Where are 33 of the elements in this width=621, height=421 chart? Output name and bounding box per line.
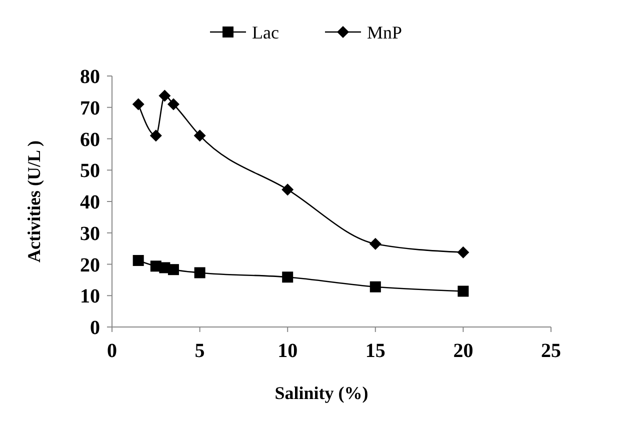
point [458, 286, 469, 297]
y-tick-label: 50 [80, 160, 100, 182]
point [158, 90, 171, 102]
point [282, 272, 294, 283]
point [132, 254, 144, 266]
point [457, 246, 470, 258]
point [194, 267, 206, 278]
point [167, 98, 180, 110]
y-tick-label: 60 [80, 128, 100, 151]
y-tick-label: 70 [80, 97, 100, 120]
x-tick-label: 15 [365, 340, 386, 362]
y-tick-label: 10 [80, 286, 100, 308]
x-tick-label: 0 [107, 340, 117, 362]
x-axis-title: Salinity (%) [274, 383, 368, 403]
point [132, 98, 144, 110]
y-tick-label: 30 [80, 222, 100, 245]
legend-label: MnP [367, 22, 402, 42]
point [168, 264, 179, 276]
x-tick-label: 20 [453, 340, 474, 362]
point [282, 184, 294, 196]
y-tick-label: 0 [90, 317, 100, 339]
y-axis-title: Activities (U/L ) [24, 140, 44, 262]
y-tick-label: 80 [80, 66, 100, 88]
point [369, 238, 382, 250]
x-tick-label: 10 [278, 340, 298, 362]
x-tick-label: 25 [541, 340, 561, 362]
y-tick-label: 40 [80, 192, 100, 214]
point [370, 281, 381, 292]
point [150, 130, 162, 142]
point [194, 130, 206, 142]
legend-label: Lac [252, 22, 279, 42]
y-tick-label: 20 [80, 254, 100, 276]
x-tick-label: 5 [194, 340, 205, 362]
